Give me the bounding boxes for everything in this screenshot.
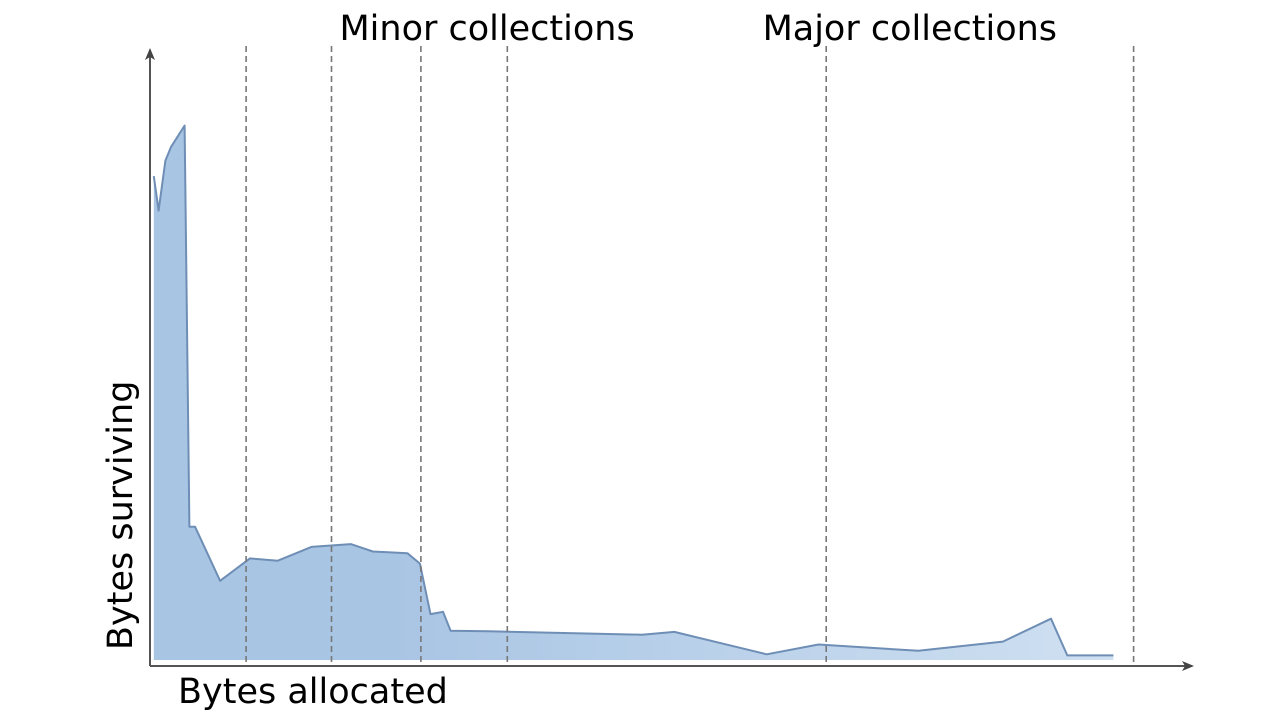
major-collections-label: Major collections bbox=[763, 9, 1057, 49]
surviving-area bbox=[153, 125, 1114, 661]
surviving-line bbox=[152, 124, 1114, 657]
minor-collections-label: Minor collections bbox=[339, 9, 634, 49]
x-axis-label: Bytes allocated bbox=[178, 672, 448, 712]
y-axis-label: Bytes surviving bbox=[101, 381, 141, 650]
gc-markers bbox=[245, 46, 1135, 666]
